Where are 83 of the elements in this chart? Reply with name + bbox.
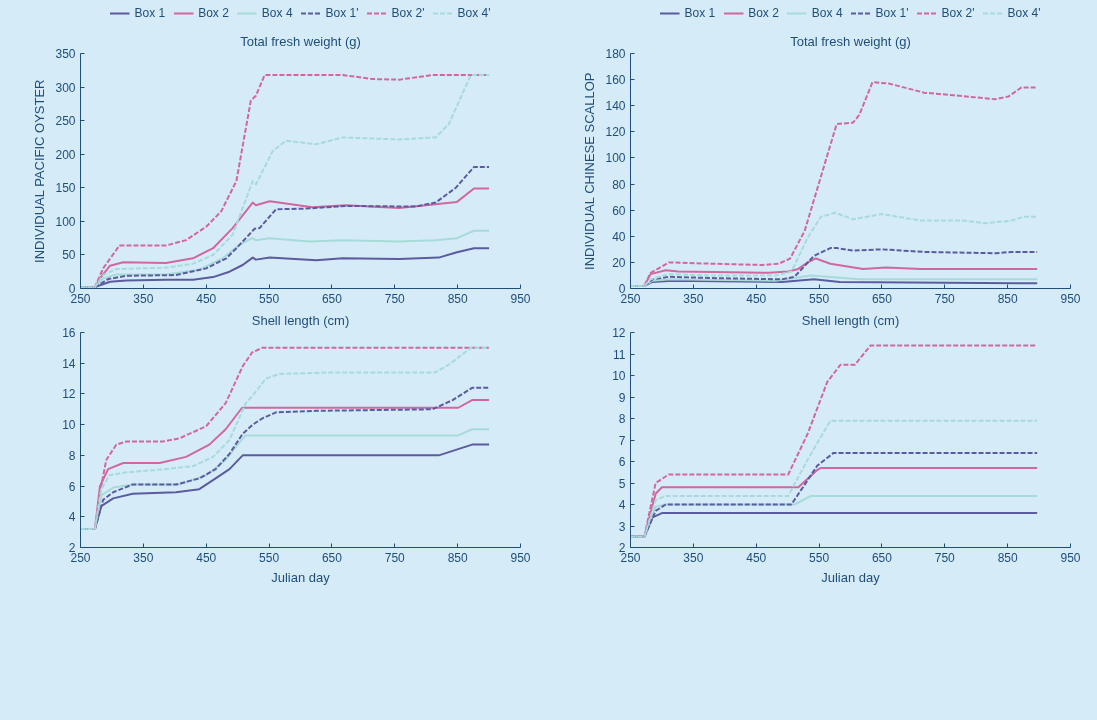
legend-label: Box 4': [457, 6, 491, 20]
legend-label: Box 4: [261, 6, 293, 20]
y-tick-label: 10: [612, 369, 626, 383]
x-tick-label: 850: [447, 291, 468, 306]
x-tick-label: 750: [384, 550, 406, 565]
y-tick-label: 14: [62, 356, 76, 371]
x-tick-label: 850: [997, 550, 1018, 565]
x-tick-label: 350: [683, 291, 704, 306]
y-tick-label: 120: [605, 125, 626, 140]
x-tick-label: 650: [871, 291, 893, 306]
x-tick-label: 350: [133, 550, 154, 565]
x-tick-label: 650: [321, 291, 343, 306]
legend-label: Box 1: [134, 6, 166, 20]
y-tick-label: 200: [55, 147, 76, 162]
y-tick-label: 6: [618, 455, 626, 469]
legend-label: Box 1: [684, 6, 716, 20]
x-tick-label: 550: [259, 550, 280, 565]
y-tick-label: 150: [55, 181, 76, 196]
y-tick-label: 80: [612, 177, 626, 192]
y-tick-label: 0: [68, 282, 76, 296]
y-tick-label: 140: [605, 99, 626, 114]
y-tick-label: 350: [55, 47, 76, 61]
y-tick-label: 12: [62, 387, 76, 402]
y-tick-label: 300: [55, 80, 76, 95]
x-tick-label: 450: [746, 550, 767, 565]
y-tick-label: 100: [605, 151, 626, 166]
y-tick-label: 180: [605, 47, 626, 61]
legend-label: Box 2: [198, 6, 229, 20]
legend-label: Box 2': [941, 6, 975, 20]
y-tick-label: 4: [618, 498, 626, 512]
y-axis-title: INDIVIDUAL CHINESE SCALLOP: [582, 72, 598, 270]
x-tick-label: 550: [809, 291, 830, 306]
x-tick-label: 550: [259, 291, 280, 306]
x-tick-label: 550: [809, 550, 830, 565]
y-tick-label: 8: [68, 448, 76, 463]
y-tick-label: 6: [68, 479, 76, 494]
y-tick-label: 16: [62, 326, 76, 340]
y-tick-label: 11: [613, 347, 626, 362]
x-tick-label: 650: [321, 550, 343, 565]
y-tick-label: 250: [55, 114, 76, 129]
y-tick-label: 60: [612, 203, 626, 218]
x-tick-label: 850: [447, 550, 468, 565]
y-tick-label: 0: [618, 282, 626, 296]
y-tick-label: 5: [618, 476, 626, 491]
x-tick-label: 850: [997, 291, 1018, 306]
y-tick-label: 20: [612, 255, 626, 270]
legend-label: Box 2: [748, 6, 779, 20]
legend-label: Box 4': [1007, 6, 1041, 20]
chart-title: Total fresh weight (g): [790, 33, 911, 49]
y-tick-label: 100: [55, 214, 76, 229]
legend-label: Box 4: [811, 6, 843, 20]
chart-title: Shell length (cm): [251, 312, 350, 328]
y-tick-label: 7: [618, 433, 626, 448]
x-tick-label: 450: [746, 291, 767, 306]
x-tick-label: 750: [384, 291, 406, 306]
x-tick-label: 950: [1060, 550, 1081, 565]
legend-label: Box 1': [875, 6, 909, 20]
y-tick-label: 9: [618, 390, 626, 405]
x-axis-title: Julian day: [821, 569, 881, 585]
y-tick-label: 8: [618, 412, 626, 426]
x-tick-label: 750: [934, 550, 956, 565]
x-tick-label: 950: [510, 550, 531, 565]
y-tick-label: 3: [618, 519, 626, 534]
y-tick-label: 4: [68, 510, 76, 525]
y-tick-label: 40: [612, 229, 626, 244]
x-tick-label: 450: [196, 550, 217, 565]
y-tick-label: 12: [612, 326, 626, 340]
x-tick-label: 650: [871, 550, 893, 565]
x-tick-label: 350: [683, 550, 704, 565]
y-axis-title: INDIVIDUAL PACIFIC OYSTER: [32, 79, 48, 263]
legend-label: Box 1': [325, 6, 359, 20]
chart-title: Shell length (cm): [801, 312, 900, 328]
y-tick-label: 50: [62, 248, 76, 263]
x-tick-label: 750: [934, 291, 956, 306]
y-tick-label: 10: [62, 418, 76, 433]
x-tick-label: 350: [133, 291, 154, 306]
x-tick-label: 950: [1060, 291, 1081, 306]
x-tick-label: 450: [196, 291, 217, 306]
y-tick-label: 160: [605, 73, 626, 88]
chart-title: Total fresh weight (g): [240, 33, 361, 49]
x-axis-title: Julian day: [271, 569, 331, 585]
x-tick-label: 950: [510, 291, 531, 306]
legend-label: Box 2': [391, 6, 425, 20]
